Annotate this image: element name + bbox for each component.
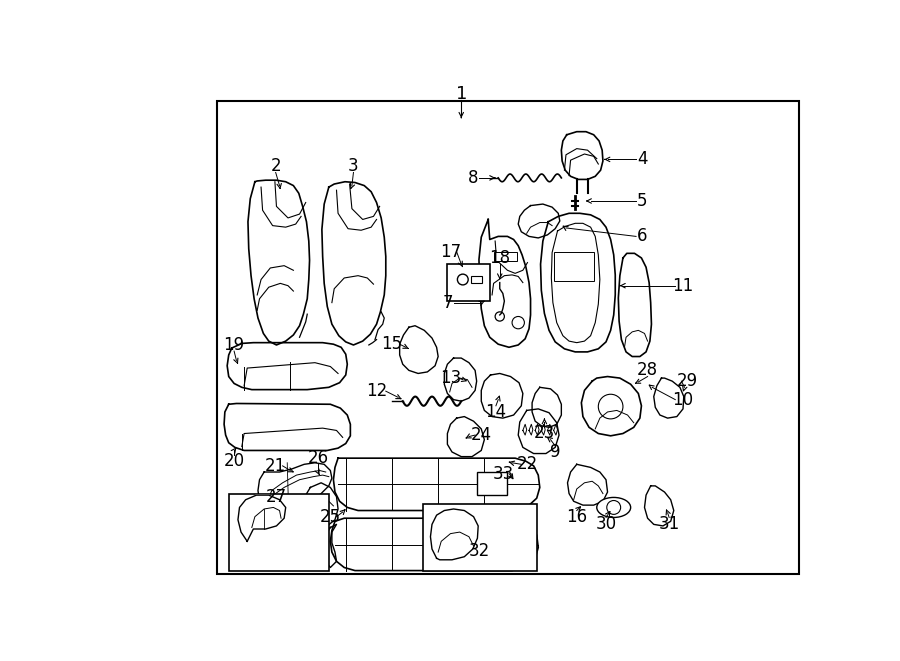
Bar <box>494 252 518 261</box>
Text: 24: 24 <box>471 426 491 444</box>
Bar <box>472 276 482 284</box>
Text: 16: 16 <box>566 508 588 525</box>
Text: 2: 2 <box>270 157 281 175</box>
Polygon shape <box>445 358 477 401</box>
Polygon shape <box>581 377 642 436</box>
Text: 20: 20 <box>223 452 245 470</box>
Text: 12: 12 <box>366 382 387 400</box>
Polygon shape <box>618 253 652 356</box>
Text: 13: 13 <box>440 369 461 387</box>
Text: 7: 7 <box>442 293 453 311</box>
Polygon shape <box>568 464 608 505</box>
Bar <box>554 252 595 281</box>
Polygon shape <box>258 463 332 515</box>
Text: 14: 14 <box>485 403 507 421</box>
Bar <box>447 264 490 301</box>
Polygon shape <box>330 518 538 570</box>
Polygon shape <box>541 214 616 352</box>
Polygon shape <box>562 132 603 179</box>
Polygon shape <box>248 180 310 345</box>
Polygon shape <box>238 495 285 541</box>
Text: 33: 33 <box>492 465 514 483</box>
Polygon shape <box>447 416 484 457</box>
Text: 19: 19 <box>223 336 245 354</box>
Polygon shape <box>644 486 674 526</box>
Text: 9: 9 <box>550 443 561 461</box>
Polygon shape <box>430 509 478 560</box>
Bar <box>423 504 536 570</box>
Text: 6: 6 <box>637 227 647 245</box>
Text: 8: 8 <box>468 169 478 187</box>
Text: 18: 18 <box>490 249 510 267</box>
Polygon shape <box>333 458 540 510</box>
Polygon shape <box>653 378 684 418</box>
Text: 26: 26 <box>308 449 328 467</box>
Polygon shape <box>518 409 559 453</box>
Text: 31: 31 <box>659 515 680 533</box>
Polygon shape <box>227 342 347 389</box>
Text: 5: 5 <box>637 192 647 210</box>
Text: 32: 32 <box>469 541 491 560</box>
Text: 28: 28 <box>637 362 658 379</box>
Ellipse shape <box>597 498 631 518</box>
Text: 30: 30 <box>596 515 617 533</box>
Text: 17: 17 <box>440 243 461 261</box>
Polygon shape <box>322 182 386 345</box>
Text: 15: 15 <box>382 335 402 353</box>
Text: 29: 29 <box>677 372 698 390</box>
Text: 3: 3 <box>348 157 359 175</box>
Polygon shape <box>400 326 438 373</box>
Text: 27: 27 <box>266 488 287 506</box>
Text: 21: 21 <box>265 457 285 475</box>
Polygon shape <box>479 219 530 347</box>
Text: 22: 22 <box>517 455 538 473</box>
Bar <box>217 101 799 574</box>
Polygon shape <box>482 373 523 418</box>
Text: 11: 11 <box>672 277 694 295</box>
Text: 23: 23 <box>534 424 555 442</box>
Bar <box>229 494 328 570</box>
Polygon shape <box>224 403 350 450</box>
Text: 4: 4 <box>637 151 647 169</box>
Text: 10: 10 <box>672 391 694 408</box>
Bar <box>477 472 508 495</box>
Polygon shape <box>518 204 560 238</box>
Polygon shape <box>304 483 338 527</box>
Polygon shape <box>532 387 562 428</box>
Text: 25: 25 <box>320 508 341 525</box>
Text: 1: 1 <box>455 85 467 103</box>
